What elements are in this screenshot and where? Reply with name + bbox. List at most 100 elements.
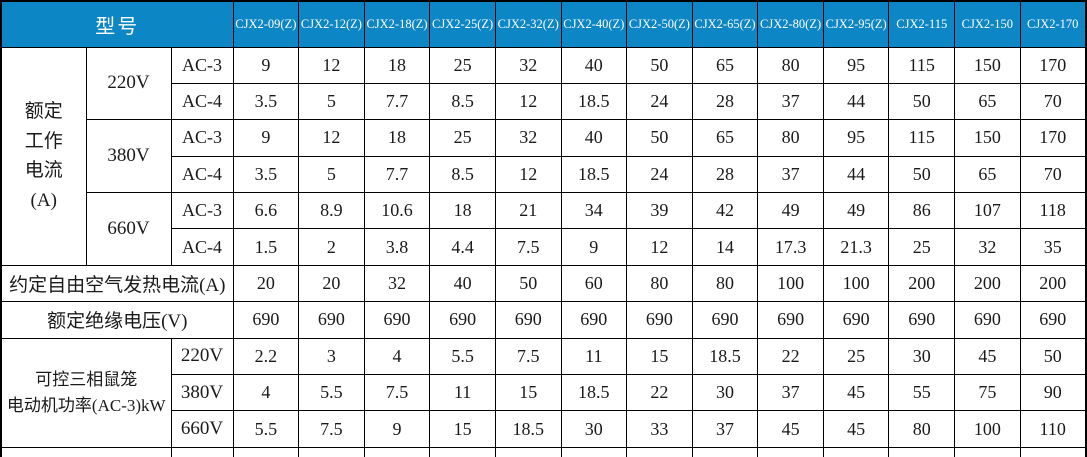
table-cell: 70	[1019, 82, 1087, 121]
table-cell: 21	[494, 192, 562, 230]
table-cell: 90	[1019, 374, 1087, 412]
table-cell: 25	[888, 228, 956, 266]
table-cell: 37	[757, 82, 824, 121]
table-cell: 50	[1019, 337, 1087, 376]
table-cell: 12	[494, 155, 562, 194]
table-cell: 70	[1019, 155, 1087, 194]
table-cell: 200	[888, 264, 956, 303]
table-cell: 25	[429, 119, 496, 157]
table-cell: 44	[822, 155, 890, 194]
cutoff-cell	[888, 446, 956, 457]
model-header-cell: CJX2-40(Z)	[560, 0, 628, 48]
table-row: AC-4 1.5 2 3.8 4.4 7.5 9 12 14 17.3 21.3 25 32 35	[1, 228, 1087, 266]
table-cell: 8.9	[298, 192, 365, 230]
model-header-cell: CJX2-25(Z)	[429, 0, 496, 48]
table-cell: 7.5	[298, 410, 365, 448]
table-cell: 21.3	[822, 228, 890, 266]
table-cell: 7.5	[494, 228, 562, 266]
table-cell: 3.5	[232, 155, 300, 194]
cutoff-cell	[232, 446, 300, 457]
table-cell: 18.5	[560, 82, 628, 121]
row-label: 约定自由空气发热电流(A)	[0, 264, 234, 303]
table-cell: 9	[232, 46, 300, 84]
table-cell: 690	[757, 301, 824, 339]
table-cell: 95	[822, 46, 890, 84]
table-cell: 6.6	[232, 192, 300, 230]
table-cell: 5.5	[232, 410, 300, 448]
table-cell: 50	[626, 46, 693, 84]
table-cell: 4.4	[429, 228, 496, 266]
table-cell: 7.7	[363, 155, 431, 194]
table-cell: 39	[626, 192, 693, 230]
current-type-label: AC-4	[170, 155, 234, 194]
voltage-label: 380V	[170, 374, 234, 412]
table-cell: 3.8	[363, 228, 431, 266]
table-cell: 690	[494, 301, 562, 339]
table-cell: 2.2	[232, 337, 300, 376]
voltage-label: 380V	[85, 119, 172, 194]
table-cell: 690	[560, 301, 628, 339]
rated-current-section-label: 额定 工作 电流 (A)	[0, 46, 87, 266]
model-header-cell: CJX2-170	[1019, 0, 1087, 48]
table-cell: 40	[560, 119, 628, 157]
cutoff-cell	[1019, 446, 1087, 457]
table-cell: 18	[429, 192, 496, 230]
table-cell: 200	[954, 264, 1021, 303]
cutoff-cell	[822, 446, 890, 457]
row-label: 额定绝缘电压(V)	[0, 301, 234, 339]
table-cell: 100	[954, 410, 1021, 448]
table-cell: 50	[888, 155, 956, 194]
table-cell: 24	[626, 82, 693, 121]
table-cell: 32	[954, 228, 1021, 266]
table-cell: 65	[954, 82, 1021, 121]
table-cell: 18.5	[560, 374, 628, 412]
table-cell: 15	[429, 410, 496, 448]
table-cell: 9	[363, 410, 431, 448]
table-cell: 5.5	[429, 337, 496, 376]
table-cell: 65	[954, 155, 1021, 194]
table-cell: 12	[494, 82, 562, 121]
table-cell: 17.3	[757, 228, 824, 266]
table-cell: 18	[363, 46, 431, 84]
table-row: 可控三相鼠笼 电动机功率(AC-3)kW 220V 2.2 3 4 5.5 7.5 11 15 1…	[0, 337, 1087, 448]
table-cell: 40	[429, 264, 496, 303]
table-cell: 35	[1019, 228, 1087, 266]
table-cell: 25	[429, 46, 496, 84]
table-cell: 18	[363, 119, 431, 157]
table-cell: 33	[626, 410, 693, 448]
table-cell: 55	[888, 374, 956, 412]
table-cell: 28	[691, 155, 759, 194]
table-cell: 5	[298, 155, 365, 194]
table-cell: 45	[757, 410, 824, 448]
table-cell: 30	[691, 374, 759, 412]
table-cell: 32	[363, 264, 431, 303]
table-cell: 37	[757, 155, 824, 194]
table-cell: 115	[888, 46, 956, 84]
table-row: 660V 5.5 7.5 9 15 18.5 30 33 37 45 45 80 100 110	[1, 410, 1087, 448]
table-cell: 37	[757, 374, 824, 412]
table-cell: 95	[822, 119, 890, 157]
table-cell: 50	[888, 82, 956, 121]
cutoff-cell	[954, 446, 1021, 457]
table-cell: 86	[888, 192, 956, 230]
table-cell: 30	[560, 410, 628, 448]
table-row: AC-4 3.5 5 7.7 8.5 12 18.5 24 28 37 44 50 65 70	[1, 82, 1087, 121]
header-row: 型号 CJX2-09(Z) CJX2-12(Z) CJX2-18(Z) CJX2-25…	[0, 0, 1087, 48]
table-cell: 80	[757, 46, 824, 84]
model-header-cell: CJX2-32(Z)	[494, 0, 562, 48]
table-cell: 1.5	[232, 228, 300, 266]
table-cell: 49	[822, 192, 890, 230]
table-cell: 40	[560, 46, 628, 84]
table-cell: 80	[626, 264, 693, 303]
voltage-label: 220V	[170, 337, 234, 376]
table-cell: 110	[1019, 410, 1087, 448]
table-cell: 30	[888, 337, 956, 376]
table-cell: 11	[560, 337, 628, 376]
table-cell: 3.5	[232, 82, 300, 121]
voltage-label: 660V	[170, 410, 234, 448]
table-cell: 18.5	[560, 155, 628, 194]
table-cell: 690	[298, 301, 365, 339]
table-cell: 7.7	[363, 82, 431, 121]
